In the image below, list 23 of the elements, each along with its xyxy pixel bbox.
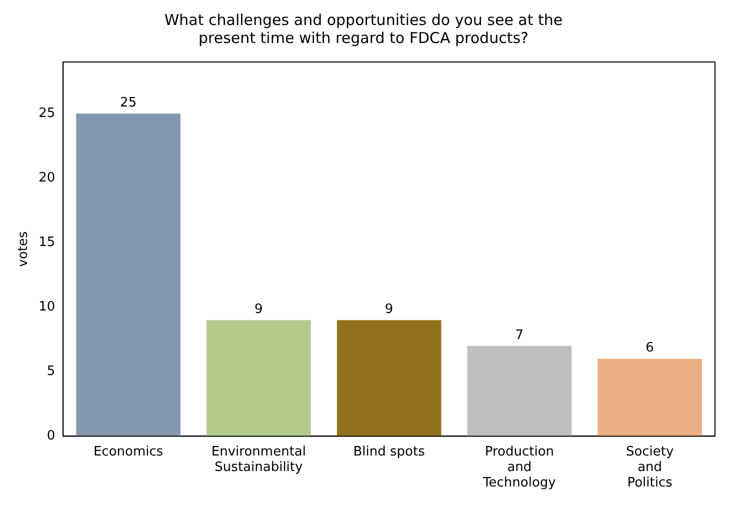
bar xyxy=(467,346,572,436)
bar xyxy=(336,320,442,436)
y-tick-label: 0 xyxy=(46,428,56,444)
x-tick-label: Environmental Sustainability xyxy=(211,444,306,475)
data-label: 9 xyxy=(384,302,394,317)
y-tick-label: 20 xyxy=(38,170,56,186)
y-tick-label: 25 xyxy=(38,106,56,121)
y-axis-title: votes xyxy=(16,231,32,267)
data-label: 6 xyxy=(646,340,654,356)
x-tick-label: Economics xyxy=(93,444,164,460)
y-tick-label: 15 xyxy=(38,235,56,250)
data-label: 25 xyxy=(120,95,137,110)
x-tick-label: Production and Technology xyxy=(482,444,556,491)
bar xyxy=(598,358,702,436)
y-tick-label: 5 xyxy=(46,364,56,380)
y-tick-label: 10 xyxy=(38,300,56,315)
x-tick-label: Society and Politics xyxy=(626,444,674,491)
chart-title: What challenges and opportunities do you see at the present time with regard to FDCA products? xyxy=(164,10,563,47)
x-tick-label: Blind spots xyxy=(353,444,426,460)
data-label: 9 xyxy=(254,302,263,317)
bar xyxy=(206,320,311,436)
data-label: 7 xyxy=(515,328,524,343)
bar xyxy=(76,114,180,436)
